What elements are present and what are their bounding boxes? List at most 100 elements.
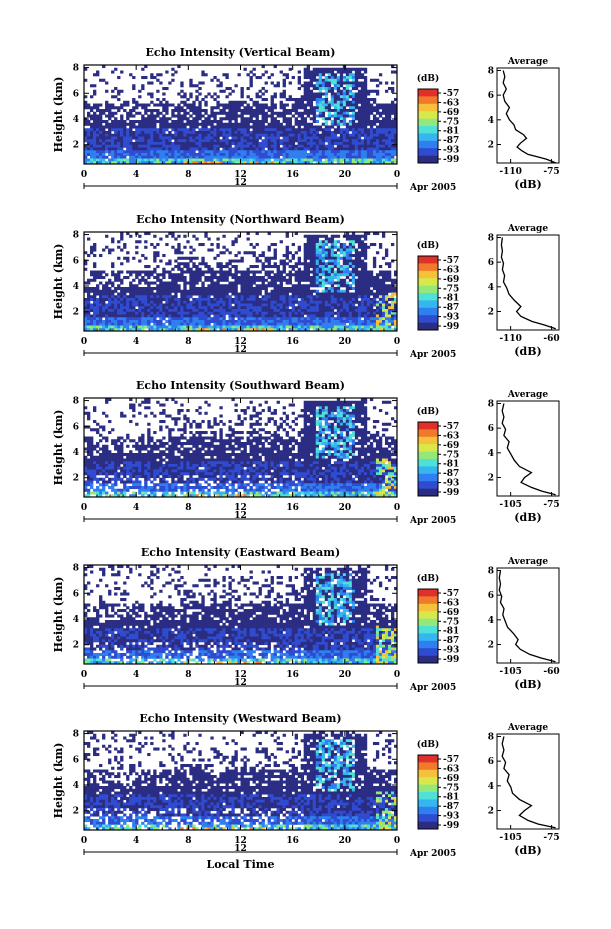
- heatmap-cell: [108, 114, 112, 118]
- heatmap-cell: [108, 133, 112, 137]
- heatmap-cell: [372, 78, 377, 82]
- heatmap-cell: [207, 287, 211, 291]
- heatmap-cell: [93, 117, 97, 121]
- heatmap-cell: [180, 300, 184, 304]
- heatmap-cell: [249, 153, 253, 157]
- heatmap-cell: [189, 270, 193, 274]
- heatmap-cell: [270, 276, 274, 280]
- heatmap-cell: [336, 317, 341, 321]
- heatmap-cell: [132, 120, 136, 124]
- heatmap-cell: [378, 114, 383, 118]
- heatmap-cell: [195, 322, 199, 326]
- heatmap-cell: [168, 142, 172, 146]
- heatmap-cell: [117, 256, 121, 260]
- heatmap-cell: [93, 161, 97, 165]
- heatmap-cell: [90, 139, 94, 143]
- heatmap-cell: [258, 155, 262, 159]
- heatmap-cell: [96, 273, 100, 277]
- heatmap-cell: [348, 73, 353, 77]
- heatmap-cell: [378, 287, 383, 291]
- heatmap-cell: [285, 256, 289, 260]
- heatmap-cell: [372, 155, 377, 159]
- heatmap-cell: [255, 289, 259, 293]
- heatmap-cell: [198, 287, 202, 291]
- heatmap-cell: [357, 161, 362, 165]
- heatmap-cell: [339, 289, 344, 293]
- heatmap-cell: [378, 309, 383, 313]
- heatmap-cell: [102, 109, 106, 113]
- heatmap-cell: [375, 111, 380, 115]
- heatmap-cell: [102, 111, 106, 115]
- heatmap-cell: [240, 144, 244, 148]
- heatmap-cell: [249, 289, 253, 293]
- heatmap-cell: [282, 147, 286, 151]
- heatmap-cell: [321, 92, 326, 96]
- heatmap-cell: [93, 265, 97, 269]
- heatmap-cell: [339, 103, 344, 107]
- heatmap-cell: [354, 317, 359, 321]
- colorbar-segment: [418, 155, 438, 164]
- heatmap-cell: [363, 158, 368, 162]
- heatmap-cell: [252, 136, 256, 140]
- heatmap-cell: [129, 128, 133, 132]
- heatmap-cell: [195, 153, 199, 157]
- heatmap-cell: [324, 270, 329, 274]
- heatmap-cell: [378, 147, 383, 151]
- colorbar-tick-label: -99: [443, 155, 459, 165]
- heatmap-cell: [285, 248, 289, 252]
- heatmap-cell: [351, 320, 356, 324]
- heatmap-cell: [138, 270, 142, 274]
- heatmap-cell: [195, 289, 199, 293]
- heatmap-cell: [123, 309, 127, 313]
- heatmap-cell: [312, 273, 317, 277]
- heatmap-cell: [189, 289, 193, 293]
- heatmap-cell: [162, 281, 166, 285]
- heatmap-cell: [168, 284, 172, 288]
- heatmap-cell: [291, 158, 295, 162]
- heatmap-cell: [282, 73, 286, 77]
- heatmap-cell: [300, 306, 304, 310]
- heatmap-cell: [222, 139, 226, 143]
- heatmap-cell: [273, 103, 277, 107]
- heatmap-cell: [375, 303, 380, 307]
- heatmap-cell: [363, 144, 368, 148]
- heatmap-cell: [282, 114, 286, 118]
- heatmap-cell: [210, 289, 214, 293]
- heatmap-cell: [108, 300, 112, 304]
- heatmap-cell: [261, 303, 265, 307]
- heatmap-cell: [180, 131, 184, 135]
- heatmap-cell: [237, 281, 241, 285]
- heatmap-cell: [312, 237, 317, 241]
- heatmap-cell: [381, 317, 386, 321]
- heatmap-cell: [165, 309, 169, 313]
- heatmap-cells: [84, 232, 398, 332]
- heatmap-cell: [102, 131, 106, 135]
- heatmap-cell: [186, 122, 190, 126]
- heatmap-cell: [372, 276, 377, 280]
- heatmap-cell: [318, 106, 323, 110]
- heatmap-cell: [201, 303, 205, 307]
- heatmap-cell: [372, 284, 377, 288]
- heatmap-cell: [363, 322, 368, 326]
- heatmap-cell: [363, 67, 368, 71]
- heatmap-cell: [282, 270, 286, 274]
- heatmap-cell: [153, 314, 157, 318]
- heatmap-cell: [204, 270, 208, 274]
- heatmap-cell: [105, 245, 109, 249]
- heatmap-cell: [222, 273, 226, 277]
- heatmap-cell: [345, 237, 350, 241]
- heatmap-cell: [177, 114, 181, 118]
- heatmap-cell: [159, 73, 163, 77]
- heatmap-cell: [189, 114, 193, 118]
- heatmap-cell: [177, 245, 181, 249]
- heatmap-cell: [129, 281, 133, 285]
- heatmap-cell: [246, 306, 250, 310]
- heatmap-cell: [237, 300, 241, 304]
- heatmap-cell: [237, 278, 241, 282]
- heatmap-cell: [267, 133, 271, 137]
- heatmap-cell: [117, 322, 121, 326]
- heatmap-cell: [273, 153, 277, 157]
- heatmap-cell: [300, 295, 304, 299]
- heatmap-cell: [273, 317, 277, 321]
- heatmap-cell: [345, 114, 350, 118]
